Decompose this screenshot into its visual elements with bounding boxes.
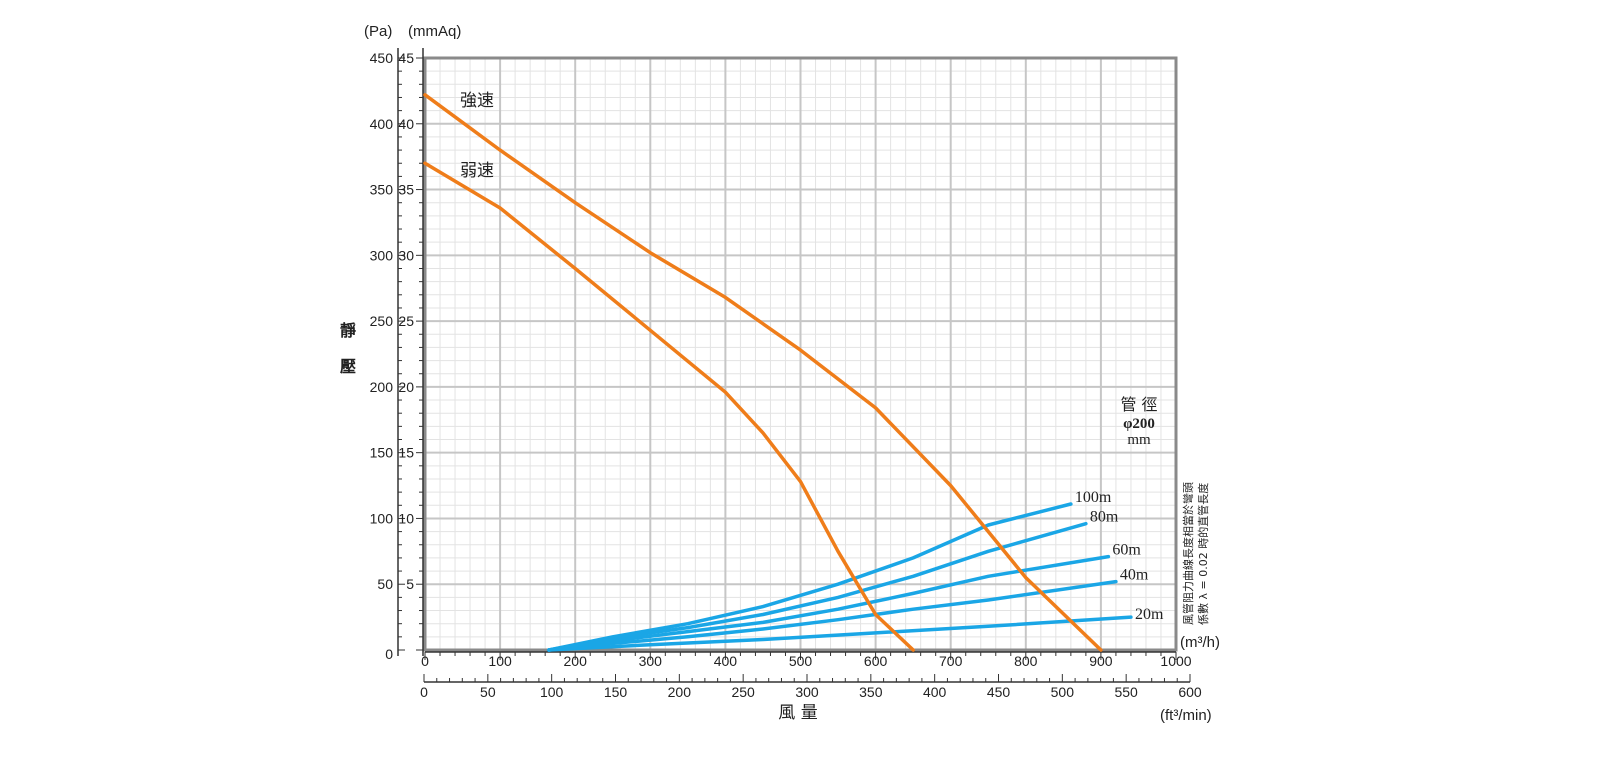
x-tick-label-ft3min: 400 [923, 684, 947, 700]
y-tick-label-pa: 400 [370, 116, 394, 132]
duct-curve-40m [547, 579, 1118, 652]
x-tick-label-m3h: 800 [1014, 653, 1038, 669]
duct-curve-label: 80m [1090, 509, 1119, 526]
y-unit-pa: (Pa) [364, 23, 392, 40]
y-tick-label-mmaq: 15 [398, 445, 414, 461]
fan-curve-弱速 [423, 161, 915, 652]
x-axis-title: 風 量 [778, 703, 817, 723]
duct-note-title: 管 徑 [1120, 395, 1157, 414]
x-tick-label-m3h: 1000 [1160, 653, 1191, 669]
x-tick-label-ft3min: 250 [731, 684, 755, 700]
duct-curve-20m [547, 615, 1133, 652]
x-tick-label-ft3min: 50 [480, 684, 496, 700]
y-tick-label-mmaq: 40 [398, 116, 414, 132]
duct-curve-label: 60m [1112, 542, 1141, 559]
duct-note-unit: mm [1127, 432, 1151, 448]
fan-curve-label-strong: 強速 [460, 91, 494, 111]
x-tick-label-ft3min: 0 [420, 684, 428, 700]
x-tick-label-m3h: 0 [421, 653, 429, 669]
duct-curve-100m [547, 502, 1073, 652]
y-tick-label-mmaq: 25 [398, 313, 414, 329]
side-note-line-2: 係數 λ = 0.02 時的直管長度 [1196, 483, 1210, 625]
x-tick-label-m3h: 100 [488, 653, 512, 669]
x-tick-label-m3h: 900 [1089, 653, 1113, 669]
y-tick-label-mmaq: 45 [398, 50, 414, 66]
x-tick-label-ft3min: 450 [987, 684, 1011, 700]
grid [424, 57, 1177, 651]
y-tick-label-pa: 100 [370, 510, 394, 526]
labels: (Pa) (mmAq) 靜 壓 風 量 (m³/h) (ft³/min) 管 徑… [340, 23, 1220, 724]
y-tick-label-mmaq: 35 [398, 182, 414, 198]
x-tick-label-ft3min: 300 [795, 684, 819, 700]
x-tick-label-ft3min: 100 [540, 684, 564, 700]
y-tick-label-mmaq: 10 [398, 510, 414, 526]
y-tick-label-pa: 350 [370, 182, 394, 198]
x-tick-label-m3h: 200 [564, 653, 588, 669]
x-tick-label-m3h: 400 [714, 653, 738, 669]
y-label-char-1: 靜 [340, 321, 356, 340]
y-tick-label-pa: 450 [370, 50, 394, 66]
y-tick-label-mmaq: 5 [406, 576, 414, 592]
x-tick-label-ft3min: 550 [1114, 684, 1138, 700]
x-tick-label-ft3min: 600 [1178, 684, 1202, 700]
x-tick-label-m3h: 500 [789, 653, 813, 669]
duct-curve-label: 40m [1120, 567, 1149, 584]
duct-curve-label: 20m [1135, 606, 1164, 623]
duct-curve-80m [547, 521, 1088, 652]
side-note-line-1: 風管阻力曲線長度相當於彎頭 [1181, 482, 1195, 625]
y-tick-label-pa: 0 [385, 646, 393, 662]
y-tick-label-mmaq: 30 [398, 247, 414, 263]
y-tick-label-pa: 300 [370, 247, 394, 263]
fan-curve-強速 [423, 93, 1103, 652]
duct-curve-label: 100m [1075, 489, 1112, 506]
duct-note-size: φ200 [1123, 416, 1155, 432]
x-tick-label-ft3min: 500 [1051, 684, 1075, 700]
x-tick-label-ft3min: 350 [859, 684, 883, 700]
y-tick-label-pa: 50 [377, 576, 393, 592]
x-tick-label-ft3min: 200 [668, 684, 692, 700]
y-unit-mmaq: (mmAq) [408, 23, 461, 40]
y-label-char-2: 壓 [340, 357, 356, 376]
x-tick-label-ft3min: 150 [604, 684, 628, 700]
fan-curve-label-weak: 弱速 [460, 161, 494, 181]
y-tick-label-pa: 150 [370, 445, 394, 461]
duct-curve-60m [547, 554, 1111, 652]
x-tick-label-m3h: 300 [639, 653, 663, 669]
x-unit-ft3min: (ft³/min) [1160, 707, 1212, 724]
y-tick-label-pa: 200 [370, 379, 394, 395]
axes: 0501001502002503003504004505101520253035… [370, 48, 1202, 700]
x-tick-label-m3h: 600 [864, 653, 888, 669]
x-unit-m3h: (m³/h) [1180, 634, 1220, 651]
plot-frame [423, 56, 1178, 652]
x-tick-label-m3h: 700 [939, 653, 963, 669]
y-tick-label-pa: 250 [370, 313, 394, 329]
y-tick-label-mmaq: 20 [398, 379, 414, 395]
